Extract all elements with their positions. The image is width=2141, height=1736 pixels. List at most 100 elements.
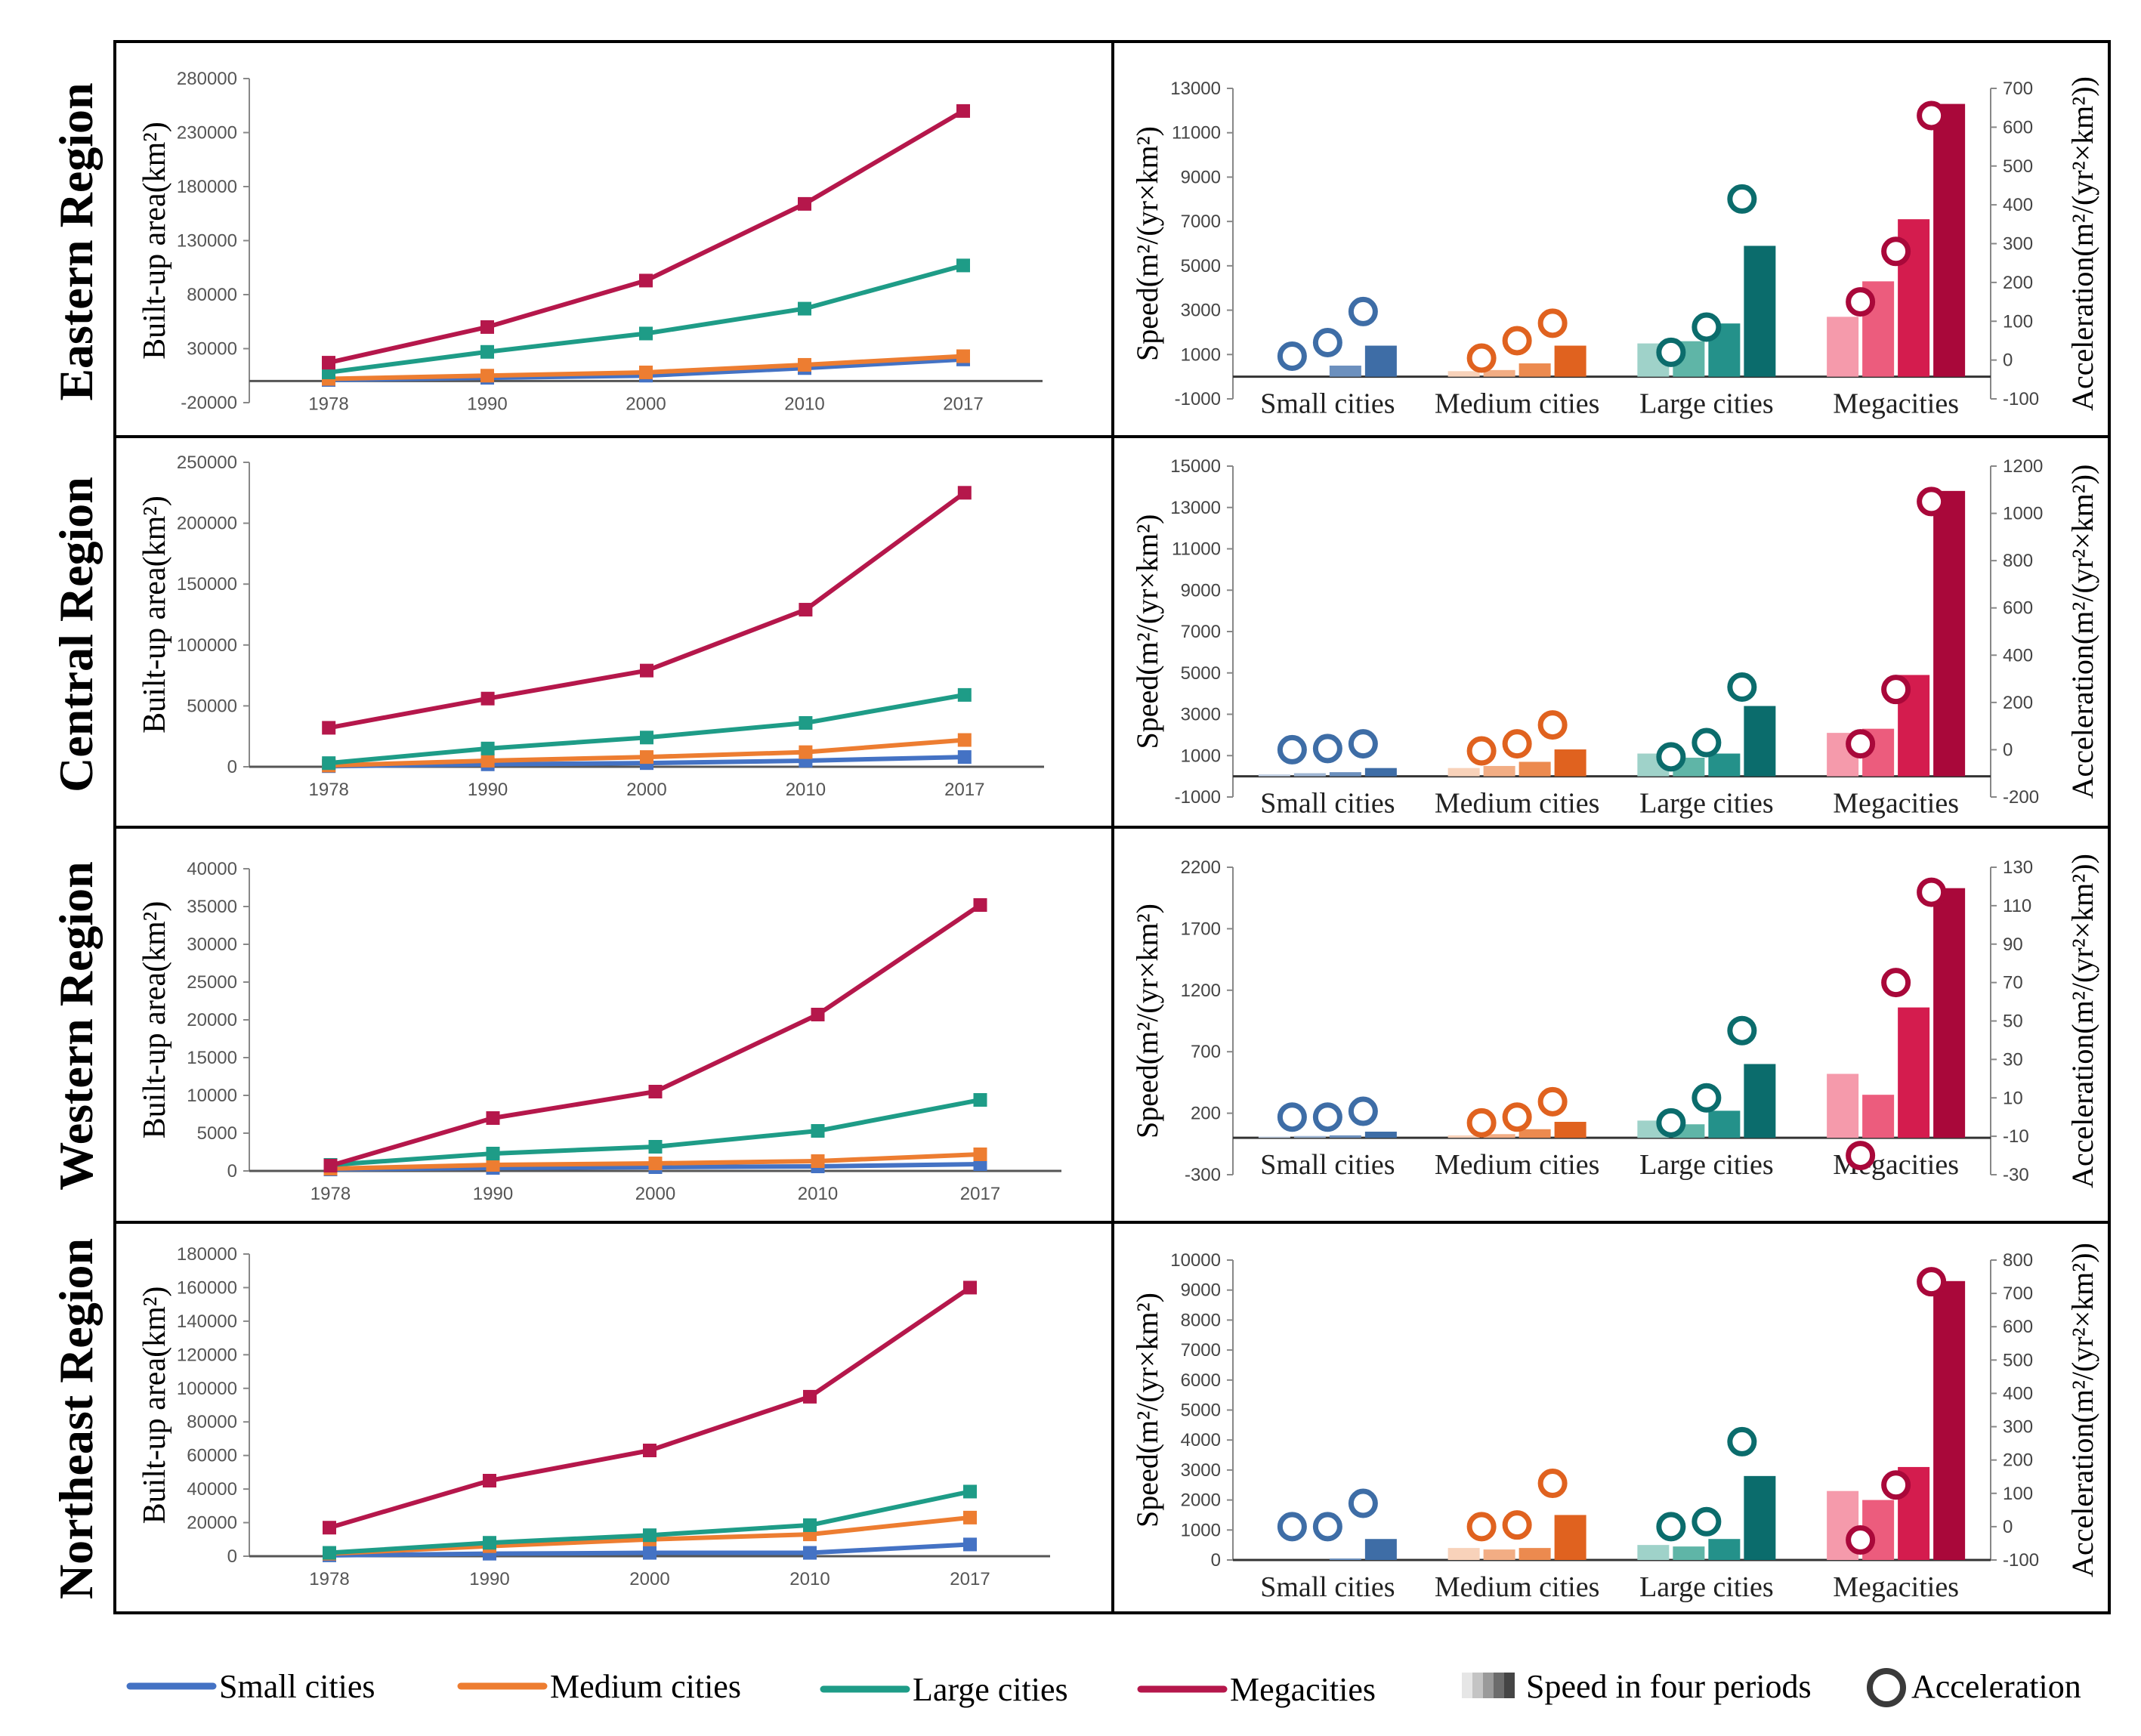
speed-bar-medium	[1447, 1135, 1480, 1138]
line-y-tick-label: 180000	[177, 177, 237, 197]
acceleration-y-axis-label: Acceleration(m²/(yr²×km²))	[2065, 76, 2099, 411]
acceleration-y-tick-label: 130	[2003, 857, 2033, 878]
acceleration-point-mega	[1846, 729, 1876, 759]
speed-category-label: Large cities	[1639, 388, 1774, 420]
speed-bar-large	[1744, 246, 1776, 377]
speed-bar-small	[1364, 1132, 1397, 1138]
speed-y-tick-label: 1200	[1181, 981, 1221, 1001]
acceleration-y-tick-label: 200	[2003, 273, 2033, 293]
speed-bar-mega	[1827, 1073, 1859, 1138]
point-large	[803, 1518, 817, 1532]
acceleration-point-medium	[1502, 326, 1532, 356]
speed-y-tick-label: 2000	[1181, 1490, 1221, 1511]
point-medium	[480, 369, 494, 383]
point-mega	[973, 898, 987, 912]
acceleration-y-tick-label: 0	[2003, 1517, 2013, 1537]
line-x-tick-label: 2017	[950, 1569, 990, 1589]
acceleration-point-small	[1312, 734, 1342, 764]
point-large	[973, 1093, 987, 1107]
speed-bar-small	[1293, 1135, 1326, 1138]
line-y-tick-label: 280000	[177, 69, 237, 89]
speed-bar-large	[1708, 753, 1741, 777]
point-medium	[798, 357, 811, 372]
speed-bar-small	[1258, 774, 1290, 777]
line-y-tick-label: 100000	[177, 1379, 237, 1399]
acceleration-y-tick-label: 70	[2003, 973, 2023, 993]
line-x-tick-label: 1978	[309, 1569, 349, 1589]
acceleration-y-tick-label: 90	[2003, 934, 2023, 955]
point-medium	[957, 733, 972, 747]
point-large	[323, 1546, 336, 1560]
speed-y-tick-label: 9000	[1181, 1280, 1221, 1301]
speed-bar-medium	[1554, 749, 1586, 777]
acceleration-point-medium	[1502, 1102, 1532, 1132]
series-line-mega	[328, 109, 965, 366]
line-x-tick-label: 1990	[469, 1569, 509, 1589]
line-y-tick-label: 140000	[177, 1311, 237, 1332]
line-y-tick-label: 15000	[187, 1048, 237, 1068]
line-y-tick-label: 0	[227, 1161, 237, 1182]
acceleration-y-tick-label: 600	[2003, 598, 2033, 619]
acceleration-point-small	[1277, 1102, 1307, 1132]
point-mega	[483, 1474, 496, 1487]
speed-category-label: Small cities	[1260, 1571, 1395, 1603]
line-x-tick-label: 1978	[308, 394, 348, 414]
series-line-mega	[329, 903, 982, 1168]
line-y-tick-label: 60000	[187, 1446, 237, 1466]
acceleration-y-tick-label: 100	[2003, 1484, 2033, 1504]
point-medium	[973, 1148, 987, 1161]
acceleration-point-medium	[1537, 1469, 1568, 1499]
speed-y-tick-label: 9000	[1181, 580, 1221, 601]
acceleration-y-tick-label: -30	[2003, 1165, 2029, 1185]
acceleration-point-small	[1312, 1102, 1342, 1132]
point-mega	[639, 273, 653, 288]
line-x-tick-label: 2000	[626, 394, 666, 414]
acceleration-y-tick-label: 700	[2003, 1283, 2033, 1304]
point-medium	[956, 349, 970, 363]
speed-bar-large	[1637, 1545, 1670, 1560]
point-small	[957, 750, 972, 765]
acceleration-point-medium	[1466, 343, 1497, 373]
acceleration-y-tick-label: -10	[2003, 1126, 2029, 1147]
acceleration-point-large	[1691, 312, 1722, 342]
speed-bar-medium	[1483, 1134, 1515, 1138]
acceleration-point-mega	[1881, 968, 1911, 998]
speed-bar-small	[1329, 1558, 1361, 1560]
point-large	[480, 344, 494, 359]
point-mega	[480, 320, 494, 334]
line-y-tick-label: 120000	[177, 1345, 237, 1365]
acceleration-y-tick-label: 50	[2003, 1012, 2023, 1032]
speed-y-tick-label: 5000	[1181, 1401, 1221, 1421]
acceleration-point-small	[1312, 328, 1342, 358]
speed-category-label: Megacities	[1833, 1571, 1959, 1603]
point-medium	[648, 1157, 663, 1170]
acceleration-point-medium	[1537, 1086, 1568, 1117]
point-large	[956, 258, 970, 273]
acceleration-point-medium	[1466, 1107, 1497, 1138]
point-large	[957, 687, 972, 702]
speed-bar-medium	[1518, 363, 1551, 377]
acceleration-y-tick-label: 1000	[2003, 504, 2043, 524]
series-line-mega	[329, 1285, 972, 1531]
line-y-axis-label: Built-up area(km²)	[137, 496, 172, 734]
speed-y-tick-label: 2200	[1181, 857, 1221, 878]
line-x-tick-label: 2010	[798, 1184, 838, 1204]
acceleration-y-tick-label: 200	[2003, 693, 2033, 713]
acceleration-point-mega	[1881, 236, 1911, 267]
acceleration-y-tick-label: 10	[2003, 1088, 2023, 1108]
point-large	[798, 301, 811, 316]
region-title-western: Western Region	[49, 861, 103, 1191]
region-title-eastern: Eastern Region	[49, 82, 103, 400]
point-mega	[798, 196, 811, 211]
acceleration-point-medium	[1502, 729, 1532, 759]
speed-category-label: Large cities	[1639, 1149, 1774, 1181]
speed-bar-small	[1364, 1539, 1397, 1560]
acceleration-y-tick-label: 30	[2003, 1049, 2023, 1070]
speed-bar-medium	[1554, 1121, 1586, 1138]
speed-y-axis-label: Speed(m²/(yr×km²)	[1130, 126, 1164, 361]
line-x-tick-label: 2010	[789, 1569, 830, 1589]
acceleration-point-large	[1727, 184, 1757, 214]
speed-bar-medium	[1518, 1129, 1551, 1138]
speed-bar-large	[1673, 1546, 1705, 1560]
line-y-tick-label: 30000	[187, 934, 237, 955]
